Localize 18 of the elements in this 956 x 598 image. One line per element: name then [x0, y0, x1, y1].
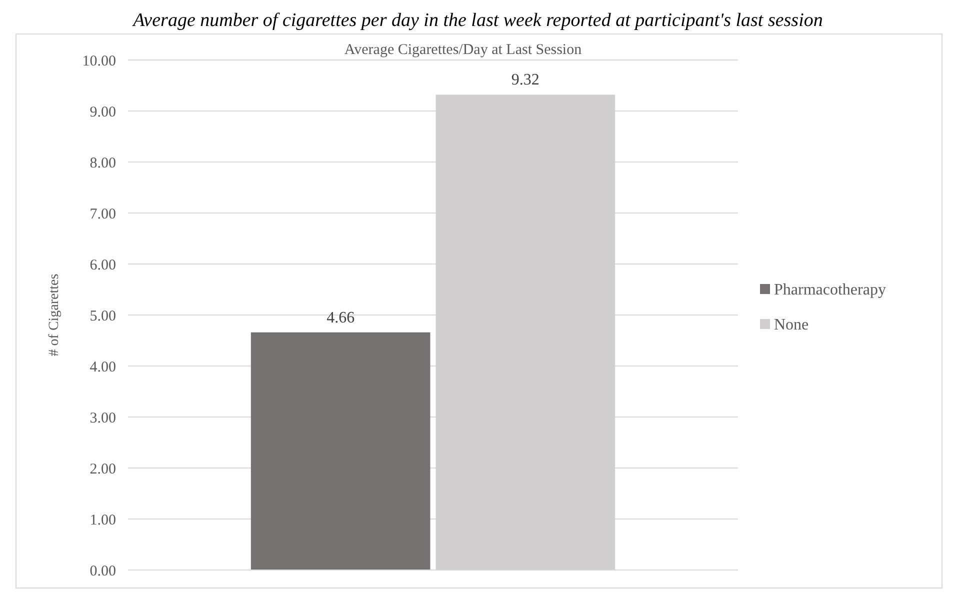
y-tick-label: 5.00: [90, 308, 116, 324]
data-label: 4.66: [326, 309, 355, 326]
y-tick-label: 6.00: [90, 257, 116, 274]
y-tick-label: 7.00: [90, 206, 116, 222]
data-label: 9.32: [511, 72, 540, 89]
y-tick-label: 9.00: [90, 104, 116, 120]
chart-title: Average Cigarettes/Day at Last Session: [344, 42, 582, 58]
y-tick-label: 3.00: [90, 410, 116, 426]
y-tick-label: 2.00: [90, 461, 116, 478]
y-tick-label: 8.00: [90, 155, 116, 172]
y-axis-title: # of Cigarettes: [47, 274, 62, 356]
y-tick-label: 0.00: [90, 563, 116, 580]
y-tick-label: 1.00: [90, 512, 116, 528]
legend-label: Pharmacotherapy: [774, 282, 886, 299]
y-tick-label: 10.00: [82, 53, 116, 70]
y-tick-label: 4.00: [90, 359, 116, 376]
legend-label: None: [774, 316, 809, 334]
chart-subtitle: Average number of cigarettes per day in the last week reported at participant's last session: [131, 10, 823, 31]
